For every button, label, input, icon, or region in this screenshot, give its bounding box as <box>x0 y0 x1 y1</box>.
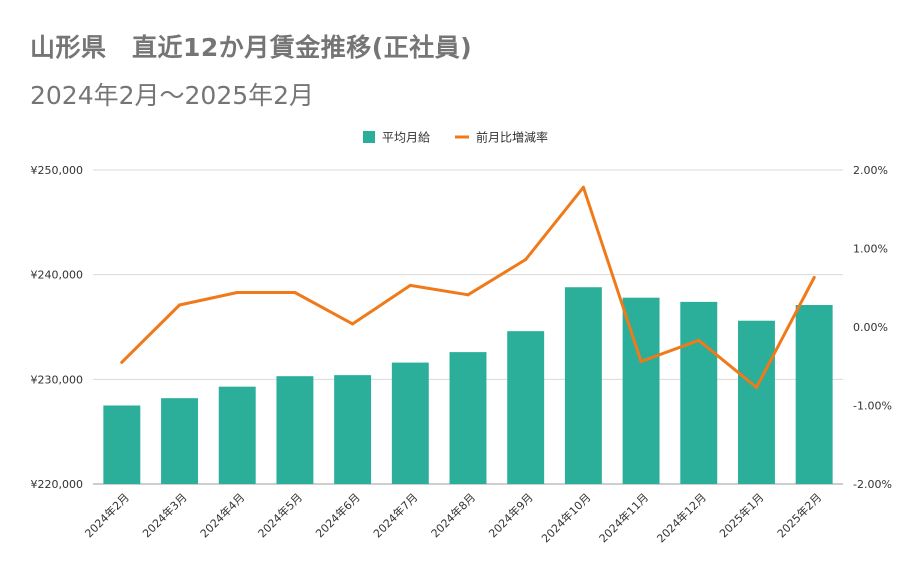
left-axis-tick-label: ¥230,000 <box>31 373 84 386</box>
bar <box>449 352 487 484</box>
left-axis-tick-label: ¥250,000 <box>31 164 84 177</box>
x-axis-tick-label: 2024年6月 <box>313 490 363 540</box>
line-point <box>351 322 355 326</box>
bar <box>334 375 372 484</box>
line-point <box>120 360 124 364</box>
bar <box>103 405 141 484</box>
chart-title: 山形県 直近12か月賃金推移(正社員) <box>30 33 473 62</box>
x-axis-tick-label: 2024年2月 <box>82 490 132 540</box>
line-point <box>812 276 816 280</box>
chart-subtitle: 2024年2月～2025年2月 <box>30 81 315 110</box>
line-point <box>235 290 239 294</box>
x-axis-tick-label: 2024年9月 <box>486 490 536 540</box>
x-axis-tick-label: 2024年12月 <box>654 490 709 545</box>
bar <box>738 320 775 484</box>
legend-swatch-line <box>455 135 469 139</box>
bar <box>218 386 256 484</box>
bar-series <box>103 287 833 484</box>
x-axis-tick-label: 2024年7月 <box>370 490 420 540</box>
bar <box>795 305 833 484</box>
x-axis-tick-label: 2025年2月 <box>774 490 824 540</box>
legend-swatch-bar <box>363 131 375 143</box>
left-axis: ¥220,000 ¥230,000 ¥240,000 ¥250,000 <box>31 164 84 491</box>
left-axis-tick-label: ¥220,000 <box>31 478 84 491</box>
legend-label-bar: 平均月給 <box>382 131 430 145</box>
line-point <box>524 257 528 261</box>
x-axis-tick-label: 2024年8月 <box>428 490 478 540</box>
x-axis-tick-label: 2024年3月 <box>139 490 189 540</box>
line-point <box>466 293 470 297</box>
line-point <box>293 290 297 294</box>
bar <box>391 362 429 484</box>
bar <box>161 398 198 484</box>
x-axis-tick-label: 2024年10月 <box>538 490 593 545</box>
x-axis-tick-label: 2025年1月 <box>716 490 766 540</box>
right-axis-tick-label: -1.00% <box>853 400 892 413</box>
x-axis-tick-label: 2024年4月 <box>197 490 247 540</box>
x-axis-tick-label: 2024年11月 <box>596 490 651 545</box>
bar <box>564 287 602 484</box>
x-axis-tick-label: 2024年5月 <box>255 490 305 540</box>
line-point <box>697 338 701 342</box>
right-axis: -2.00% -1.00% 0.00% 1.00% 2.00% <box>853 164 892 491</box>
line-point <box>581 185 585 189</box>
right-axis-tick-label: -2.00% <box>853 478 892 491</box>
bar <box>507 331 545 484</box>
legend: 平均月給 前月比増減率 <box>363 130 548 145</box>
left-axis-tick-label: ¥240,000 <box>31 269 84 282</box>
right-axis-tick-label: 0.00% <box>853 321 888 334</box>
right-axis-tick-label: 2.00% <box>853 164 888 177</box>
legend-label-line: 前月比増減率 <box>476 130 548 145</box>
line-point <box>178 303 182 307</box>
right-axis-tick-label: 1.00% <box>853 243 888 256</box>
line-point <box>408 283 412 287</box>
line-point <box>754 385 758 389</box>
bar <box>680 301 718 484</box>
line-point <box>639 360 643 364</box>
line-series <box>120 185 816 389</box>
x-axis: 2024年2月 2024年3月 2024年4月 2024年5月 2024年6月 2024年… <box>82 490 825 545</box>
bar <box>276 376 314 484</box>
